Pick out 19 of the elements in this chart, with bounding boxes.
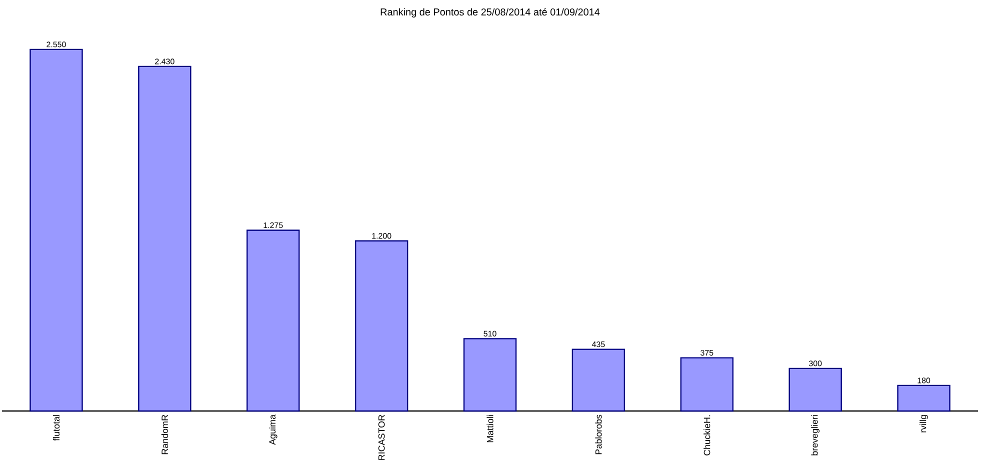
bar bbox=[30, 48, 83, 412]
chart-title: Ranking de Pontos de 25/08/2014 até 01/09/2014 bbox=[380, 8, 600, 18]
bar bbox=[680, 357, 734, 412]
bar bbox=[788, 368, 842, 412]
bar bbox=[246, 230, 300, 412]
x-tick-label: breveglieri bbox=[811, 415, 820, 456]
x-tick-label: RICASTOR bbox=[378, 414, 385, 460]
bar bbox=[354, 240, 408, 412]
x-tick-label: Pablorobs bbox=[595, 414, 602, 454]
bar bbox=[897, 384, 950, 412]
bar bbox=[138, 66, 192, 412]
bar bbox=[463, 338, 517, 412]
x-tick-label: RandomR bbox=[161, 414, 168, 454]
x-tick-label: Aguima bbox=[268, 414, 278, 445]
x-tick-label: rvillg bbox=[920, 415, 928, 432]
x-tick-label: flutotal bbox=[52, 415, 60, 441]
x-tick-label: ChuckieH. bbox=[704, 415, 710, 456]
bar bbox=[572, 348, 626, 412]
x-tick-label: Mattioli bbox=[486, 415, 494, 442]
